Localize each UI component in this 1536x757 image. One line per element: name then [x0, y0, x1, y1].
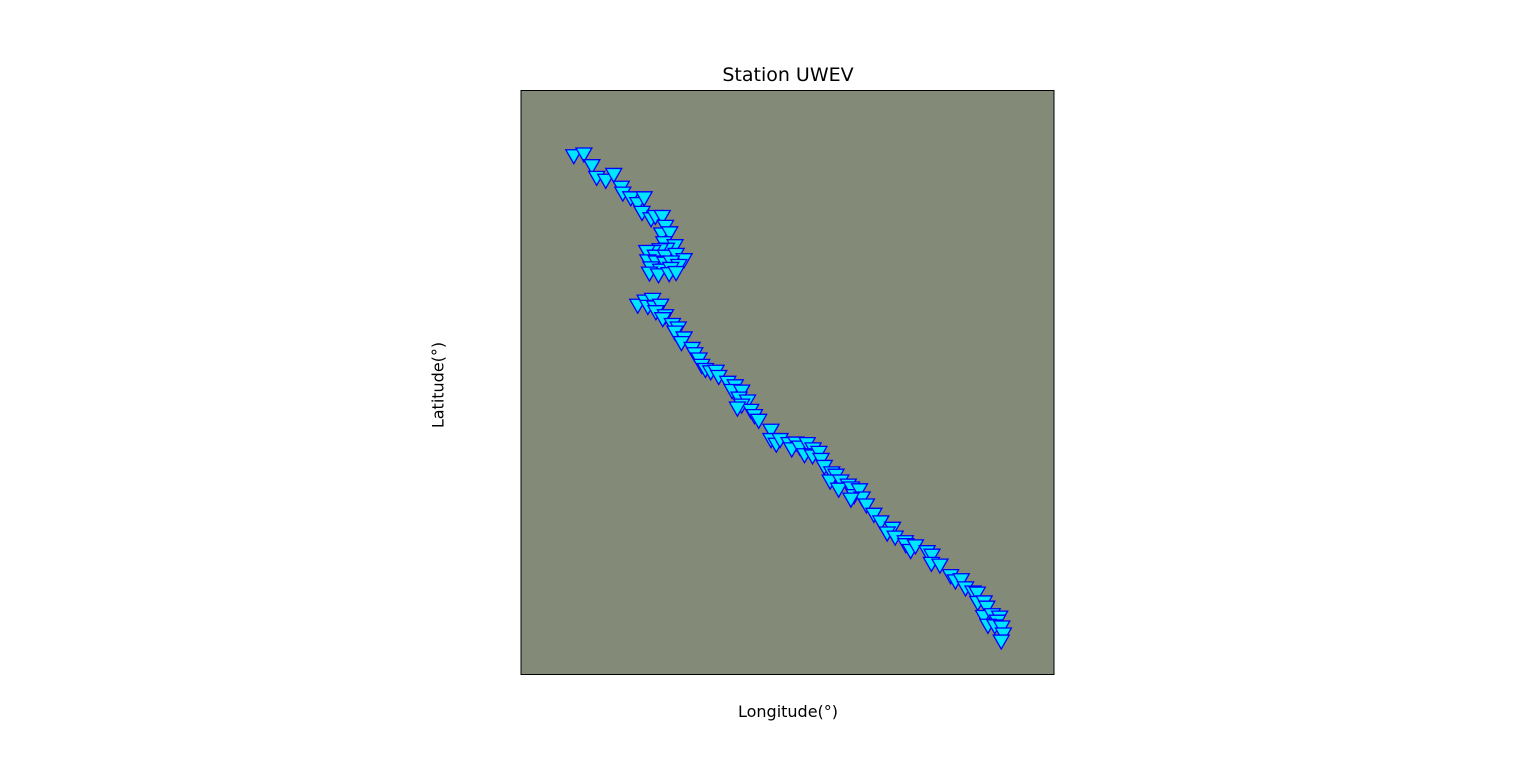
- chart-title: Station UWEV: [722, 64, 854, 86]
- data-point: [564, 149, 583, 166]
- y-axis-label: Latitude(°): [428, 341, 448, 429]
- data-point: [574, 147, 594, 164]
- data-point: [841, 492, 861, 509]
- data-point: [635, 191, 654, 208]
- data-point: [761, 423, 781, 440]
- data-point: [992, 634, 1011, 651]
- data-point: [649, 268, 668, 285]
- data-point: [952, 573, 971, 590]
- data-point: [829, 482, 848, 499]
- data-point: [596, 173, 615, 190]
- data-point: [857, 498, 876, 515]
- data-point: [660, 226, 679, 243]
- x-axis-label: Longitude(°): [737, 702, 839, 721]
- data-point: [930, 558, 950, 575]
- data-points: [564, 147, 1013, 651]
- data-point: [968, 586, 987, 603]
- data-point: [604, 167, 623, 184]
- data-point: [728, 401, 747, 418]
- data-point: [922, 548, 942, 565]
- data-point: [653, 209, 672, 226]
- data-point: [582, 159, 602, 175]
- data-point: [666, 265, 686, 282]
- data-point: [850, 483, 869, 500]
- data-point: [749, 413, 768, 430]
